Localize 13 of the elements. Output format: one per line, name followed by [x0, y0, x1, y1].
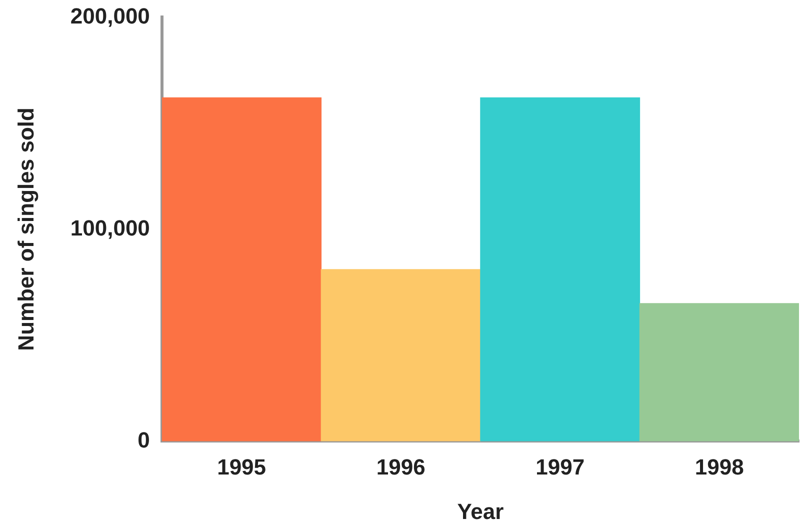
y-tick-label: 0 [138, 427, 150, 452]
x-tick-label: 1998 [694, 454, 744, 480]
y-axis-title: Number of singles sold [13, 108, 38, 351]
y-tick-label: 200,000 [70, 3, 150, 28]
x-tick-label: 1995 [217, 454, 266, 480]
y-tick-label: 100,000 [70, 215, 150, 240]
bar [320, 269, 481, 442]
bar [639, 303, 799, 442]
bar [480, 97, 640, 442]
x-axis-title: Year [457, 498, 504, 524]
x-tick-label: 1997 [536, 454, 585, 480]
bar [162, 97, 322, 442]
x-tick-label: 1996 [376, 454, 426, 480]
